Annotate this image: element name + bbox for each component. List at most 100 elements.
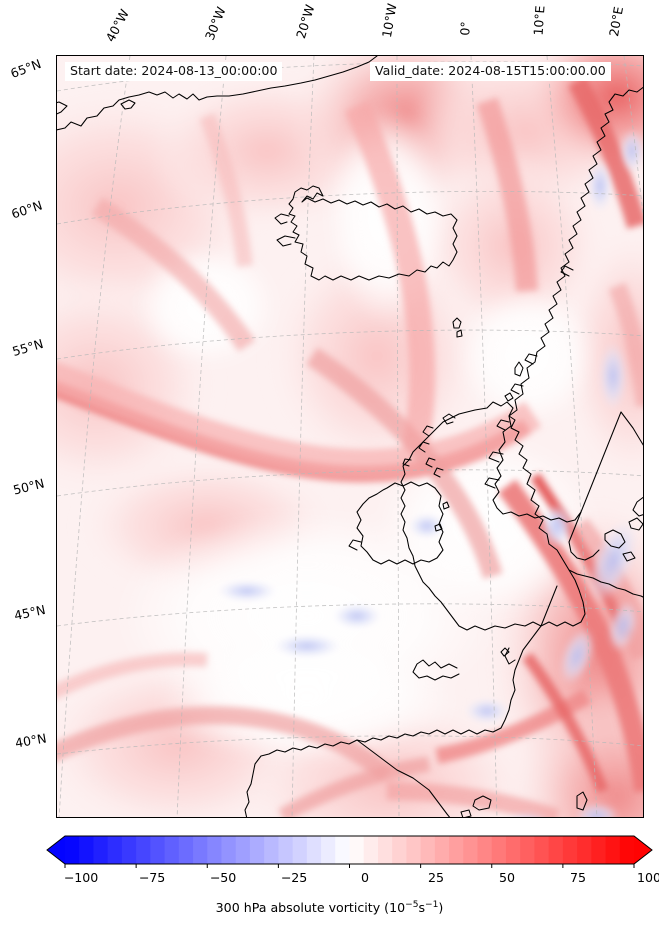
- colorbar-band: [406, 836, 422, 864]
- lon-tick-20E: 20°E: [606, 5, 627, 38]
- colorbar-label-exponent-2: −1: [425, 899, 439, 910]
- colorbar-band: [65, 836, 80, 864]
- colorbar-tick-75: 75: [569, 870, 587, 885]
- colorbar-axis-label: 300 hPa absolute vorticity (10−5s−1): [0, 900, 659, 915]
- colorbar-band: [477, 836, 493, 864]
- coastline-corsica: [576, 791, 588, 811]
- coastline-baltic-east: [632, 496, 643, 517]
- colorbar-band: [136, 836, 151, 864]
- colorbar-label-suffix: ): [438, 900, 444, 915]
- coastline-iceland-westfjords: [274, 213, 290, 225]
- coastline-iceland: [288, 185, 458, 281]
- coastline-denmark-zealand: [604, 529, 626, 549]
- colorbar-band: [264, 836, 279, 864]
- colorbar-band: [591, 836, 607, 864]
- colorbar-band: [79, 836, 94, 864]
- valid-date-annotation: Valid_date: 2024-08-15T15:00:00.00: [370, 62, 611, 82]
- colorbar-band: [321, 836, 336, 864]
- coastline-islay: [433, 467, 444, 478]
- lon-tick-30W: 30°W: [201, 4, 229, 43]
- colorbar-band: [619, 836, 635, 864]
- colorbar-band: [605, 836, 621, 864]
- coastline-norway-fjord-2: [510, 383, 524, 395]
- colorbar-label-mid: s: [418, 900, 426, 915]
- coastline-greenland-islet: [120, 99, 136, 110]
- colorbar-tick--50: −50: [209, 870, 237, 885]
- coastline-france-atlantic: [356, 625, 542, 743]
- coastline-norway-fjord-1: [524, 353, 538, 365]
- colorbar-band: [121, 836, 137, 864]
- colorbar-band: [335, 836, 350, 864]
- colorbar-band: [221, 836, 237, 864]
- graticule: [57, 56, 643, 817]
- meridian-30W: [176, 56, 227, 817]
- colorbar-band: [207, 836, 222, 864]
- colorbar-band: [377, 836, 393, 864]
- coastline-north-sea-south: [568, 569, 643, 598]
- coastline-norway-fjord-4: [488, 451, 504, 463]
- coastline-hebrides-north: [422, 425, 434, 437]
- coastline-baltic-island: [622, 551, 636, 562]
- map-axes: Start date: 2024-08-13_00:00:00 Valid_da…: [56, 55, 644, 818]
- coastline-faroe-islands-south: [456, 329, 463, 338]
- colorbar-band: [420, 836, 436, 864]
- colorbar-tick--25: −25: [280, 870, 308, 885]
- coastline-iberia-north: [244, 739, 358, 817]
- coastline-ibiza: [460, 809, 472, 817]
- start-date-annotation: Start date: 2024-08-13_00:00:00: [65, 62, 283, 82]
- coastline-denmark-jutland: [568, 511, 600, 561]
- colorbar-extend-min: [47, 836, 65, 864]
- meridian-20W: [291, 56, 315, 817]
- coastline-mallorca: [472, 795, 492, 811]
- colorbar-tick-0: 0: [360, 870, 369, 885]
- coastline-anglesey: [434, 523, 443, 532]
- colorbar-band: [520, 836, 535, 864]
- coastline-belgium-nl: [540, 585, 558, 627]
- colorbar-band: [150, 836, 166, 864]
- colorbar-band: [363, 836, 379, 864]
- colorbar-band: [491, 836, 507, 864]
- colorbar-tickmarks: [64, 864, 635, 868]
- colorbar-band: [278, 836, 294, 864]
- colorbar-band: [292, 836, 308, 864]
- coastline-ireland: [356, 481, 444, 565]
- coastline-hebrides-south: [425, 457, 436, 468]
- colorbar-bands: [47, 836, 652, 864]
- meridian-10E: [546, 56, 598, 817]
- colorbar-band: [434, 836, 450, 864]
- lat-tick-50N: 50°N: [11, 475, 46, 498]
- parallel-50N: [57, 469, 643, 497]
- lat-tick-60N: 60°N: [9, 197, 45, 222]
- parallel-60N: [57, 190, 643, 225]
- map-svg: [57, 56, 643, 817]
- meridian-0: [470, 56, 498, 817]
- coastline-iceland-snaefellsnes: [276, 235, 296, 247]
- parallel-55N: [57, 329, 643, 360]
- colorbar-band: [505, 836, 521, 864]
- vorticity-negative-regions: [217, 129, 643, 817]
- colorbar-svg: [46, 835, 653, 868]
- colorbar-tick--100: −100: [63, 870, 99, 885]
- colorbar-band: [577, 836, 592, 864]
- colorbar-band: [463, 836, 479, 864]
- coastline-faroe-islands: [452, 317, 462, 329]
- coastline-norway: [492, 86, 643, 523]
- coastline-hebrides-mid: [418, 441, 430, 453]
- coastline-norway-lofoten: [560, 265, 574, 277]
- colorbar-band: [562, 836, 578, 864]
- colorbar-tick-100: 100: [636, 870, 659, 885]
- colorbar-band: [193, 836, 208, 864]
- colorbar-band: [164, 836, 180, 864]
- colorbar-band: [534, 836, 550, 864]
- colorbar-band: [349, 836, 365, 864]
- parallel-40N: [57, 735, 643, 755]
- colorbar-band: [178, 836, 194, 864]
- colorbar-tick-50: 50: [498, 870, 516, 885]
- coastline-greenland: [57, 56, 378, 131]
- colorbar-band: [235, 836, 251, 864]
- colorbar-label-prefix: 300 hPa absolute vorticity (10: [215, 900, 406, 915]
- coastline-normandy: [504, 647, 516, 665]
- lat-tick-40N: 40°N: [13, 730, 48, 751]
- coastline-channel-islands: [500, 647, 510, 657]
